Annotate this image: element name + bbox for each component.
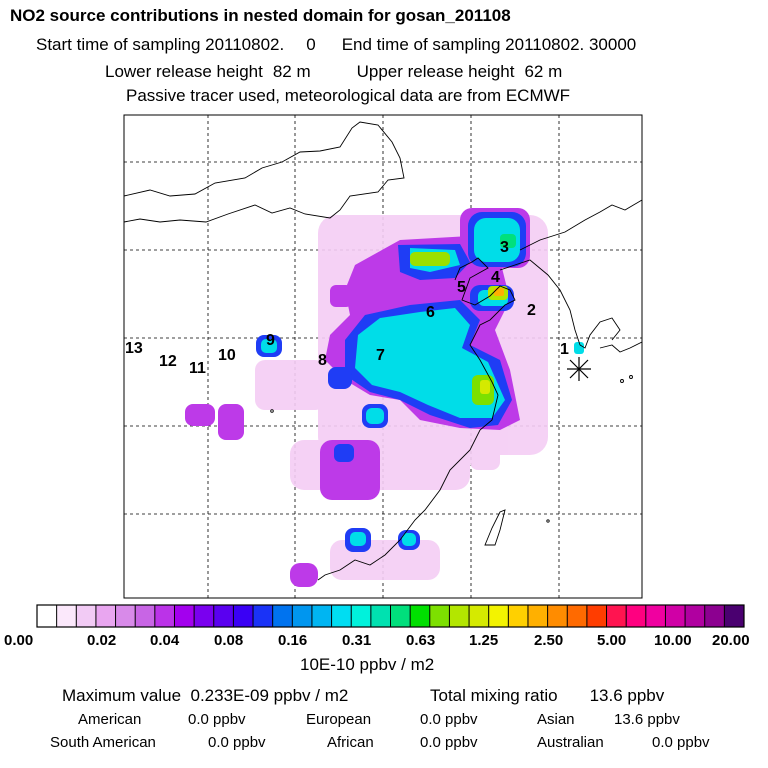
region-label-13: 13 [125,340,143,357]
max-value-line: Maximum value 0.233E-09 ppbv / m2 [62,686,348,706]
colorbar-cell [351,605,372,627]
region-label-5: 5 [457,279,466,296]
colorbar-unit: 10E-10 ppbv / m2 [300,655,435,674]
region-value-african: 0.0 ppbv [420,734,478,751]
colorbar-label-4: 0.16 [278,632,308,649]
colorbar-cell [331,605,352,627]
colorbar-cell [311,605,333,627]
colorbar-cell [174,605,195,627]
region-value-asian: 13.6 ppbv [614,711,680,728]
colorbar-cell [547,605,568,627]
colorbar-label-9: 5.00 [597,632,627,649]
total-mixing-line: Total mixing ratio 13.6 ppbv [430,686,664,706]
max-value-label: Maximum value [62,686,182,705]
colorbar-cell [586,605,608,627]
region-label-7: 7 [376,347,385,364]
hotspots [410,234,516,405]
region-name-australian: Australian [537,734,604,751]
region-value-south-american: 0.0 ppbv [208,734,266,751]
region-name-asian: Asian [537,711,575,728]
colorbar-cell [724,605,745,627]
colorbar-label-6: 0.63 [406,632,436,649]
total-mixing-value: 13.6 ppbv [589,686,665,705]
colorbar-cell [292,605,313,627]
colorbar-cell [488,605,509,627]
colorbar-label-7: 1.25 [469,632,499,649]
colorbar-label-5: 0.31 [342,632,372,649]
colorbar-cell [626,605,647,627]
colorbar-cell [390,605,411,627]
region-label-3: 3 [500,239,509,256]
region-label-10: 10 [218,347,236,364]
region-value-american: 0.0 ppbv [188,711,246,728]
lower-height-value: 82 m [272,62,311,81]
region-label-2: 2 [527,302,536,319]
concentration-field [185,208,584,587]
colorbar-cell [115,605,136,627]
region-name-european: European [306,711,372,728]
end-time-label: End time of sampling 20110802. 30000 [341,35,637,54]
region-label-6: 6 [426,304,435,321]
start-time-label: Start time of sampling 20110802. [36,35,285,54]
colorbar-cell [645,605,666,627]
colorbar-cell [685,605,706,627]
colorbar-cell [194,605,215,627]
region-label-1: 1 [560,341,569,358]
region-label-11: 11 [189,360,206,377]
colorbar-label-0: 0.00 [4,632,34,649]
coastlines [123,121,643,581]
colorbar-label-2: 0.04 [150,632,180,649]
lower-height-label: Lower release height [105,62,263,81]
colorbar-label-10: 10.00 [654,632,692,649]
page-title: NO2 source contributions in nested domai… [10,6,511,25]
colorbar-label-11: 20.00 [712,632,750,649]
colorbar-label-3: 0.08 [214,632,244,649]
colorbar-label-8: 2.50 [534,632,564,649]
region-value-european: 0.0 ppbv [420,711,478,728]
colorbar-cell [665,605,686,627]
colorbar-cell [37,605,58,627]
colorbar-label-1: 0.02 [87,632,117,649]
colorbar-cell [95,605,117,627]
colorbar-cell [508,605,529,627]
colorbar-cell [449,605,470,627]
region-label-8: 8 [318,352,327,369]
upper-height-label: Upper release height [356,62,515,81]
map-panel: 1 2 3 4 5 6 7 8 9 10 11 12 13 [123,114,643,599]
colorbar-cell [76,605,97,627]
receptor-marker-icon [567,357,591,381]
start-time-value: 0 [306,35,316,54]
colorbar-cell [272,605,293,627]
total-mixing-label: Total mixing ratio [430,686,558,705]
region-label-4: 4 [491,269,500,286]
colorbar-cell [527,605,549,627]
colorbar-cell [606,605,627,627]
upper-height-value: 62 m [524,62,563,81]
colorbar-cell [704,605,725,627]
region-name-south-american: South American [50,734,156,751]
colorbar-cell [233,605,254,627]
colorbar-cell [429,605,450,627]
colorbar-cell [56,605,77,627]
colorbar-cell [469,605,490,627]
sampling-time-line: Start time of sampling 20110802. 0 End tim… [36,35,636,55]
colorbar-cell [253,605,274,627]
colorbar-cell [135,605,156,627]
release-height-line: Lower release height 82 m Upper release he… [105,62,562,82]
colorbar-cell [567,605,588,627]
region-label-12: 12 [159,353,177,370]
colorbar-cell [370,605,391,627]
region-name-african: African [327,734,374,751]
colorbar-cell [410,605,431,627]
max-value: 0.233E-09 ppbv / m2 [190,686,349,705]
tracer-note: Passive tracer used, meteorological data… [126,86,571,105]
region-label-9: 9 [266,332,275,349]
colorbar-cell [154,605,175,627]
region-value-australian: 0.0 ppbv [652,734,710,751]
colorbar [36,604,745,628]
region-name-american: American [78,711,142,728]
colorbar-cell [213,605,234,627]
